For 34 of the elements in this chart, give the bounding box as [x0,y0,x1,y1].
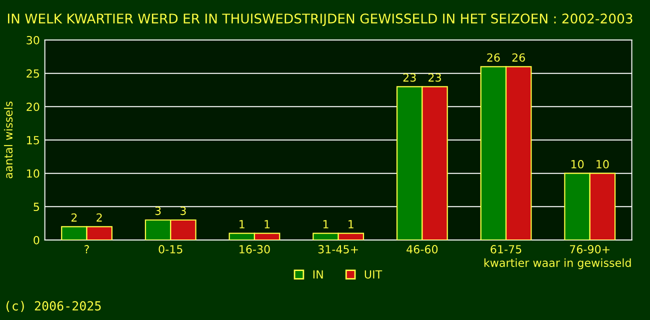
data-label: 23 [428,73,441,82]
x-tick-label: 0-15 [158,245,182,254]
data-label: 1 [323,220,328,228]
data-label: 10 [571,160,584,168]
data-label: 3 [180,206,186,216]
y-tick-label: 15 [27,136,40,144]
data-label: 26 [487,53,500,62]
x-tick-label: ? [84,245,89,254]
x-tick-label: 16-30 [240,245,270,254]
data-label: 26 [512,53,525,62]
chart-title: IN WELK KWARTIER WERD ER IN THUISWEDSTRIJDEN GEWISSELD IN HET SEIZOEN : 2002-2003 [8,14,632,26]
y-tick-label: 10 [27,169,40,178]
data-label: 1 [348,220,354,228]
x-tick-label: 61-75 [490,245,522,254]
data-label: 2 [71,213,77,222]
y-tick-label: 25 [26,69,40,78]
y-tick-label: 20 [26,102,40,112]
y-axis-title: aantal wissels [4,102,13,178]
y-tick-label: 0 [34,236,40,244]
legend-label: IN [313,270,323,278]
y-tick-label: 30 [26,36,40,44]
data-label: 3 [155,206,161,216]
data-label: 1 [264,220,270,228]
legend-label: UIT [364,270,382,279]
text: (c) 2006-2025 [6,300,101,312]
data-label: 10 [596,160,609,168]
x-tick-label: 31-45+ [318,245,358,254]
y-tick-label: 5 [34,202,40,212]
x-tick-label: 76-90+ [570,245,610,254]
x-axis-title: kwartier waar in gewisseld [484,258,631,270]
data-label: 23 [403,73,416,82]
data-label: 1 [240,220,244,228]
x-tick-label: 46-60 [406,245,438,254]
data-label: 2 [96,213,102,222]
